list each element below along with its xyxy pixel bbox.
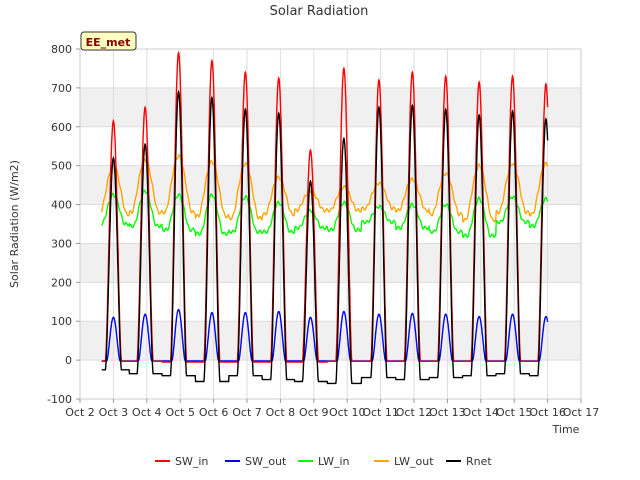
x-tick-label: Oct 2 (65, 406, 95, 419)
x-tick-label: Oct 8 (266, 406, 296, 419)
chart-title: Solar Radiation (270, 4, 369, 19)
y-tick-label: 400 (51, 199, 72, 212)
station-badge: EE_met (80, 31, 137, 51)
y-tick-label: 500 (51, 160, 72, 173)
y-tick-label: 800 (51, 43, 72, 56)
y-axis-label: Solar Radiation (W/m2) (8, 160, 21, 288)
legend-label: LW_out (394, 455, 434, 468)
x-tick-label: Oct 3 (99, 406, 129, 419)
x-tick-label: Oct 7 (232, 406, 262, 419)
y-tick-label: 300 (51, 237, 72, 250)
legend-label: SW_out (245, 455, 287, 468)
series-line-lw_in (101, 189, 549, 238)
y-tick-label: 700 (51, 82, 72, 95)
legend-label: Rnet (466, 455, 492, 468)
x-tick-label: Oct 10 (329, 406, 366, 419)
y-tick-labels: -100 0 100 200 300 400 500 600 700 800 (47, 43, 80, 406)
x-axis-label: Time (552, 423, 580, 436)
y-tick-label: -100 (47, 393, 72, 406)
background-band (80, 321, 581, 361)
x-tick-label: Oct 15 (496, 406, 533, 419)
y-tick-label: 100 (51, 315, 72, 328)
plot-background (80, 49, 581, 399)
x-tick-label: Oct 14 (463, 406, 500, 419)
x-tick-label: Oct 9 (299, 406, 329, 419)
badge-box (80, 31, 137, 51)
x-tick-label: Oct 16 (529, 406, 566, 419)
y-tick-label: 600 (51, 121, 72, 134)
legend: SW_in SW_out LW_in LW_out Rnet (155, 455, 492, 468)
background-band (80, 165, 581, 205)
legend-label: LW_in (318, 455, 350, 468)
plot-frame (79, 48, 582, 400)
legend-item-rnet: Rnet (446, 455, 492, 468)
x-tick-label: Oct 13 (429, 406, 466, 419)
legend-item-sw_in: SW_in (155, 455, 208, 468)
legend-label: SW_in (175, 455, 208, 468)
series-layer (101, 50, 549, 385)
x-tick-label: Oct 4 (132, 406, 162, 419)
x-tick-label: Oct 11 (362, 406, 399, 419)
background-band (80, 243, 581, 283)
badge-text: EE_met (86, 36, 131, 49)
background-band (80, 87, 581, 127)
x-tick-label: Oct 5 (165, 406, 195, 419)
y-tick-label: 0 (65, 354, 72, 367)
x-tick-label: Oct 12 (396, 406, 433, 419)
series-line-rnet (101, 89, 549, 385)
legend-item-lw_in: LW_in (298, 455, 350, 468)
series-line-sw_out (101, 308, 549, 362)
legend-item-lw_out: LW_out (374, 455, 434, 468)
x-tick-labels: Oct 2 Oct 3 Oct 4 Oct 5 Oct 6 Oct 7 Oct 8 Oct 9… (65, 399, 599, 419)
x-tick-label: Oct 17 (563, 406, 600, 419)
legend-item-sw_out: SW_out (225, 455, 287, 468)
x-tick-label: Oct 6 (199, 406, 229, 419)
y-tick-label: 200 (51, 276, 72, 289)
